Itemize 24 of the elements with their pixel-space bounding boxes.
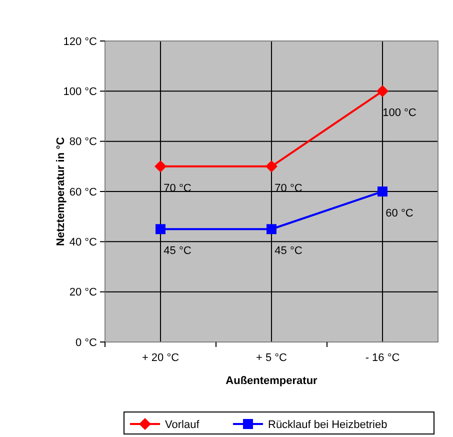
point bbox=[156, 224, 166, 234]
x-tick-label: + 5 °C bbox=[256, 352, 288, 364]
y-tick-label: 100 °C bbox=[63, 86, 98, 98]
point bbox=[378, 186, 388, 196]
point bbox=[154, 160, 166, 172]
data-label: 60 °C bbox=[386, 208, 414, 220]
legend-label: Vorlauf bbox=[165, 418, 200, 431]
data-label: 100 °C bbox=[382, 107, 416, 120]
data-label: 45 °C bbox=[274, 245, 302, 258]
x-tick-label: - 16 °C bbox=[365, 352, 400, 364]
y-tick-label: 60 °C bbox=[69, 186, 98, 198]
y-tick-label: 0 °C bbox=[75, 336, 98, 349]
y-tick-label: 40 °C bbox=[69, 236, 98, 249]
point bbox=[266, 160, 278, 172]
x-tick-label: + 20 °C bbox=[142, 352, 180, 364]
point bbox=[376, 85, 388, 98]
legend-label: Rücklauf bei Heizbetrieb bbox=[268, 418, 388, 431]
point bbox=[266, 224, 276, 234]
y-tick-label: 20 °C bbox=[69, 286, 98, 299]
y-tick-label: 80 °C bbox=[69, 136, 98, 148]
data-label: 45 °C bbox=[164, 245, 192, 258]
y-axis-title: Netztemperatur in °C bbox=[55, 136, 67, 246]
x-axis-title: Außentemperatur bbox=[226, 375, 318, 387]
y-tick-label: 120 °C bbox=[63, 36, 98, 48]
